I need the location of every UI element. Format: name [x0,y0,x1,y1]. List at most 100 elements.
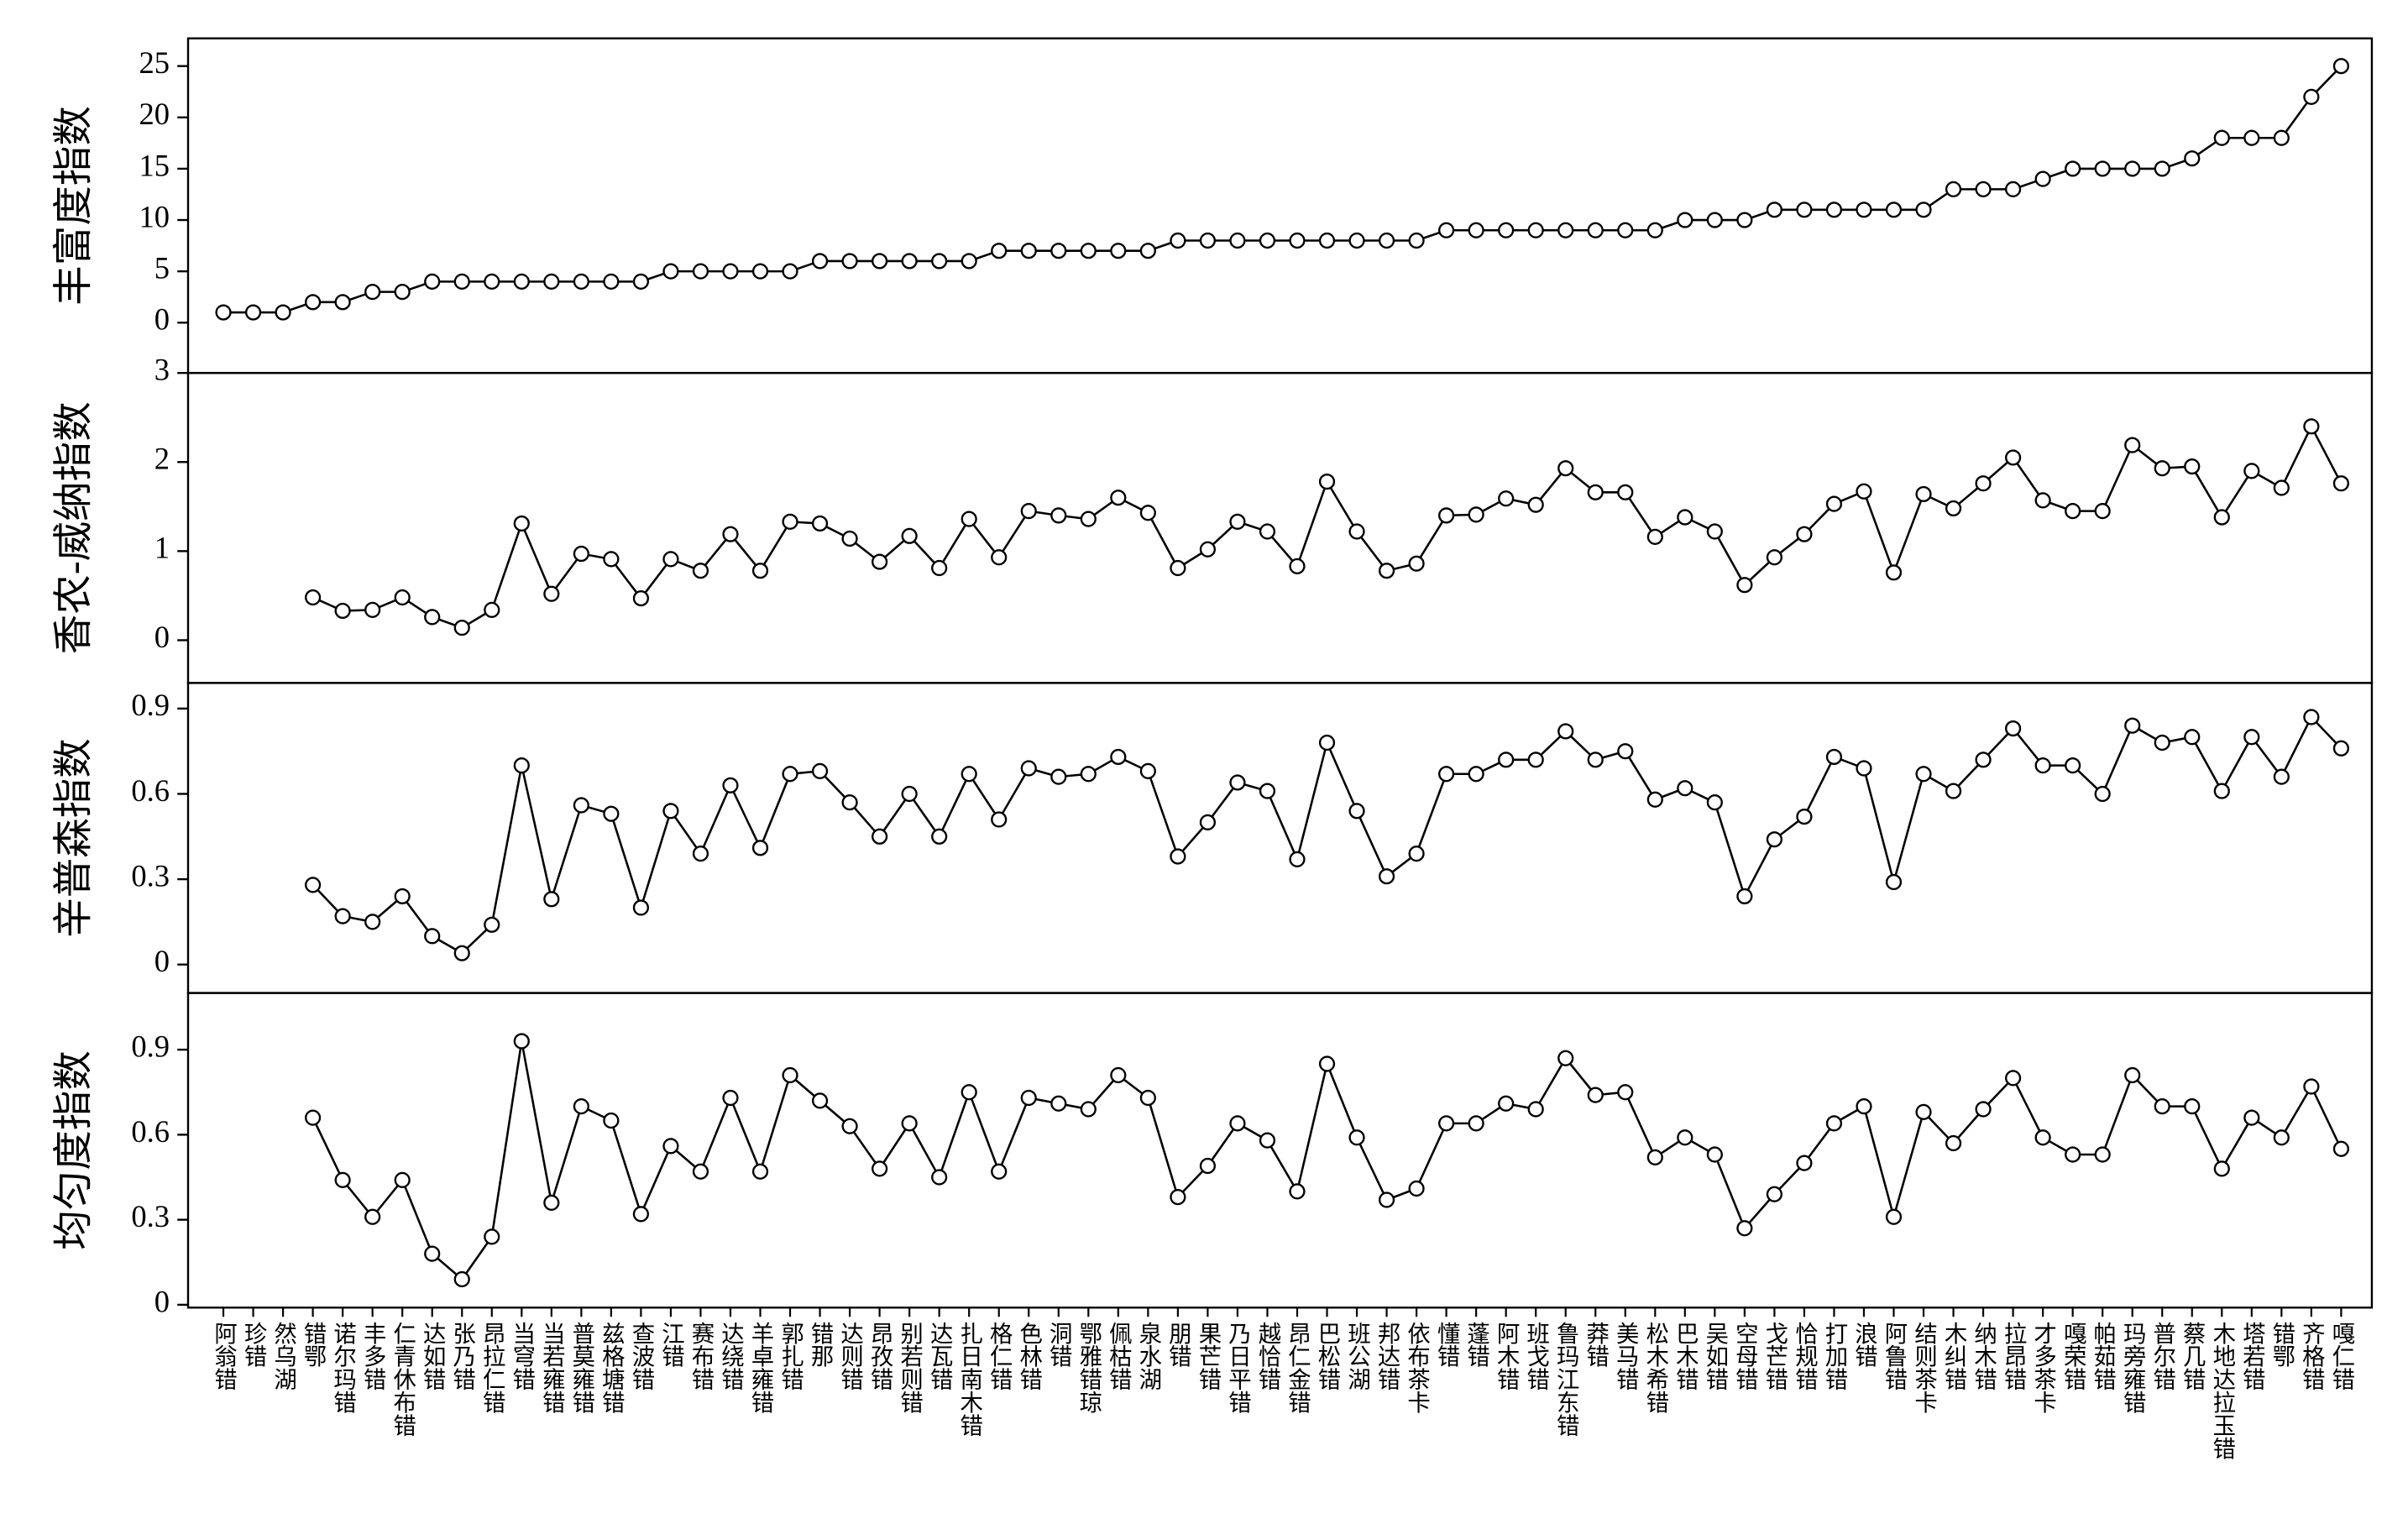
data-point [1020,243,1037,259]
x-tick-label: 阿鲁错 [1882,1322,1908,1390]
y-tick-label: 0 [154,302,170,337]
data-point [2273,1129,2290,1146]
data-point [2213,1160,2230,1177]
x-tick-label: 普尔错 [2149,1322,2176,1390]
data-point [2303,1078,2320,1095]
data-point [1766,831,1782,848]
x-tick-label: 泉水湖 [1135,1322,1162,1390]
data-point [931,1169,948,1186]
data-point [1706,212,1723,228]
data-point [991,811,1008,828]
data-point [1318,1055,1336,1072]
data-point [2154,1098,2170,1115]
data-point [991,549,1008,566]
data-point [2332,1140,2349,1157]
data-point [1825,202,1843,218]
y-tick-label: 0 [154,1284,170,1318]
data-point [2243,1109,2260,1126]
data-point [305,877,322,893]
data-point [1587,752,1604,768]
data-point [1080,511,1097,527]
x-tick-label: 美马错 [1613,1322,1639,1390]
data-point [662,551,679,568]
data-point [244,304,262,321]
data-point [901,785,918,803]
data-point [1856,760,1872,777]
data-point [1468,222,1484,238]
data-point [2005,449,2022,466]
data-point [2065,1146,2081,1163]
data-point [573,1098,589,1115]
data-point [1199,1157,1216,1175]
y-tick-label: 1 [154,531,170,565]
data-point [1617,222,1634,238]
data-point [1229,232,1246,249]
data-point [2005,1070,2022,1087]
y-tick-label: 3 [154,353,170,387]
data-point [1527,1101,1544,1118]
x-tick-label: 达则错 [837,1322,864,1390]
data-point [1110,748,1127,766]
data-point [424,1245,441,1262]
data-point [1110,490,1127,506]
data-point [1587,484,1604,500]
data-point [1706,523,1723,540]
data-point [1498,1095,1515,1112]
data-point [484,916,500,933]
data-point [811,253,829,270]
data-point [1080,1101,1097,1118]
data-point [931,253,948,270]
x-tick-label: 浪错 [1851,1322,1877,1368]
x-tick-label: 错鄂 [301,1322,327,1368]
data-point [1259,232,1276,249]
data-point [1348,523,1365,540]
data-point [1856,1098,1872,1115]
y-tick-label: 0.9 [131,688,170,722]
y-tick-label: 25 [139,45,170,80]
data-point [1915,202,1932,218]
x-tick-label: 昂仁金错 [1285,1322,1311,1414]
data-point [1468,506,1484,523]
data-point [305,589,322,606]
data-point [305,294,322,311]
data-point [394,888,411,905]
x-tick-label: 吴如错 [1702,1322,1728,1390]
y-tick-label: 0.6 [131,773,170,808]
data-point [751,1163,769,1180]
data-point [1348,1129,1365,1146]
data-point [751,840,769,856]
x-tick-label: 洞错 [1046,1322,1073,1368]
data-point [543,1194,560,1211]
data-point [1915,766,1932,783]
x-tick-label: 达如错 [420,1322,447,1390]
data-point [751,263,769,280]
data-point [782,513,798,530]
data-point [1796,202,1813,218]
data-point [603,551,620,568]
x-tick-label: 达绕错 [718,1322,745,1390]
data-point [1796,808,1813,825]
data-point [722,1089,739,1107]
y-tick-label: 0 [154,620,170,654]
data-point [424,609,441,626]
x-tick-label: 普莫雍错 [568,1322,594,1414]
data-point [1646,791,1663,808]
y-tick-label: 0.3 [131,1199,170,1233]
x-tick-label: 郭扎错 [777,1322,804,1390]
data-point [1617,743,1634,760]
data-point [2154,160,2170,177]
x-tick-label: 依布茶卡 [1404,1322,1431,1414]
data-point [692,846,709,862]
x-tick-label: 班公湖 [1344,1322,1371,1390]
data-point [1468,1115,1484,1132]
y-axis-label: 辛普森指数 [52,738,96,938]
x-tick-label: 丰多错 [360,1322,386,1390]
data-point [782,1066,798,1084]
data-point [1318,734,1336,752]
data-point [603,1112,620,1129]
data-point [2094,503,2111,520]
data-line [312,423,2343,629]
data-point [1825,748,1843,766]
data-point [872,253,888,270]
